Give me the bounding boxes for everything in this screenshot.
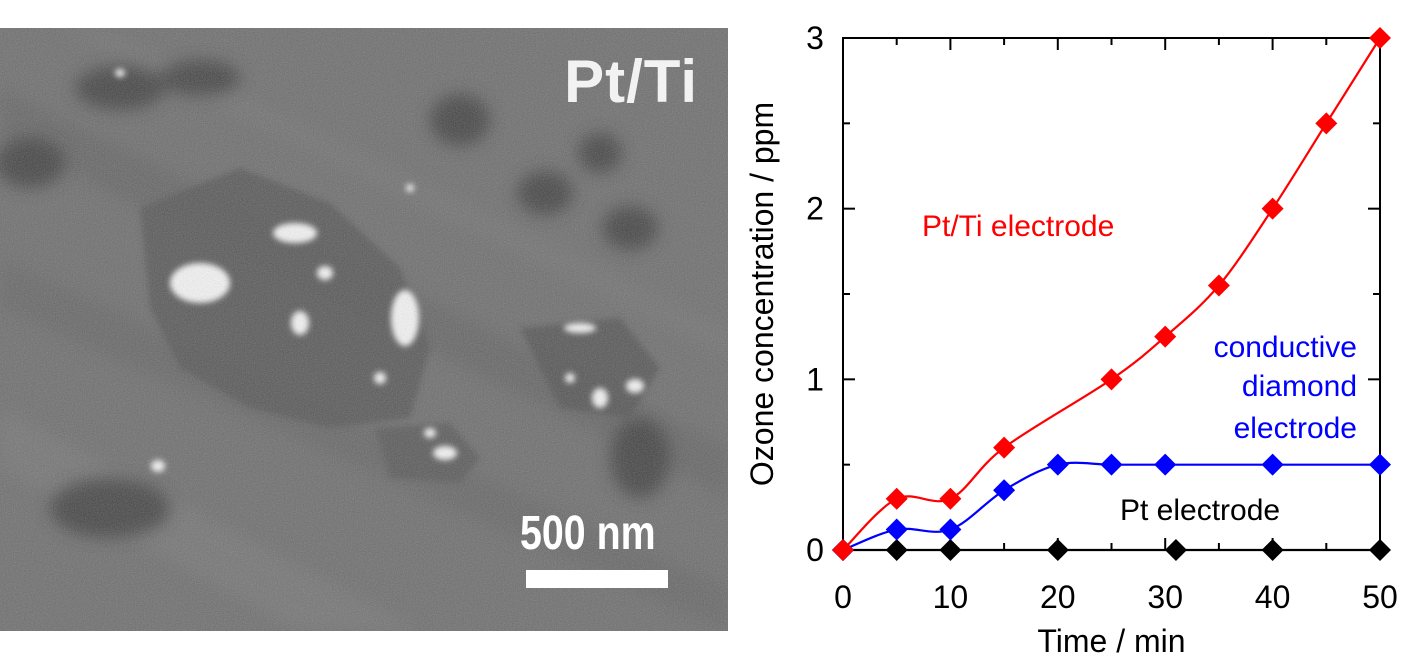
x-tick-label: 10	[933, 579, 969, 615]
x-tick-label: 50	[1362, 579, 1398, 615]
data-point-marker	[1261, 453, 1284, 476]
ozone-chart: 0 10 20 30 40 50 0 1 2 3 Time / min Ozone concent…	[744, 20, 1398, 659]
series-line	[842, 461, 1380, 552]
scale-bar	[526, 570, 668, 588]
data-point-marker	[885, 487, 908, 510]
scale-bar-label: 500 nm	[520, 507, 656, 560]
y-tick-label: 2	[806, 191, 824, 227]
data-point-marker	[1261, 539, 1284, 561]
data-point-marker	[939, 539, 962, 561]
data-point-marker	[1207, 274, 1230, 297]
series-label-pt: Pt electrode	[1120, 494, 1280, 527]
data-point-marker	[939, 518, 962, 541]
data-point-marker	[1154, 325, 1177, 348]
series-annotations: Pt/Ti electrode conductive diamond electrod…	[922, 210, 1357, 527]
data-point-marker	[1046, 539, 1069, 561]
data-point-marker	[1369, 453, 1391, 476]
data-point-marker	[1261, 197, 1284, 220]
y-axis-title: Ozone concentration / ppm	[744, 102, 780, 486]
series-label-diamond: conductive	[1214, 331, 1357, 364]
data-point-marker	[885, 518, 908, 541]
x-tick-label: 40	[1255, 579, 1291, 615]
sem-image	[0, 28, 728, 631]
data-point-marker	[993, 436, 1016, 459]
series-markers	[832, 27, 1391, 561]
series-line	[842, 37, 1381, 551]
data-point-marker	[1369, 27, 1391, 49]
y-tick-label: 0	[806, 532, 824, 568]
sample-label: Pt/Ti	[564, 48, 698, 115]
tick-labels: 0 10 20 30 40 50 0 1 2 3	[806, 20, 1398, 615]
x-tick-label: 20	[1040, 579, 1076, 615]
data-point-marker	[1164, 539, 1187, 561]
series-label-diamond: diamond	[1242, 370, 1357, 403]
data-point-marker	[1154, 453, 1177, 476]
series-label-diamond: electrode	[1234, 412, 1357, 445]
data-point-marker	[1100, 368, 1123, 391]
y-tick-label: 3	[806, 20, 824, 56]
data-point-marker	[1369, 539, 1391, 561]
data-point-marker	[885, 539, 908, 561]
sem-micrograph: Pt/Ti 500 nm	[0, 28, 728, 631]
x-tick-label: 30	[1147, 579, 1183, 615]
x-axis-title: Time / min	[1037, 623, 1185, 659]
y-tick-label: 1	[806, 361, 824, 397]
series-label-pt-ti: Pt/Ti electrode	[922, 210, 1114, 243]
data-point-marker	[1046, 453, 1069, 476]
x-tick-label: 0	[834, 579, 852, 615]
data-point-marker	[939, 487, 962, 510]
data-point-marker	[1315, 112, 1338, 135]
data-point-marker	[832, 539, 854, 561]
data-point-marker	[1100, 453, 1123, 476]
data-point-marker	[993, 479, 1016, 502]
